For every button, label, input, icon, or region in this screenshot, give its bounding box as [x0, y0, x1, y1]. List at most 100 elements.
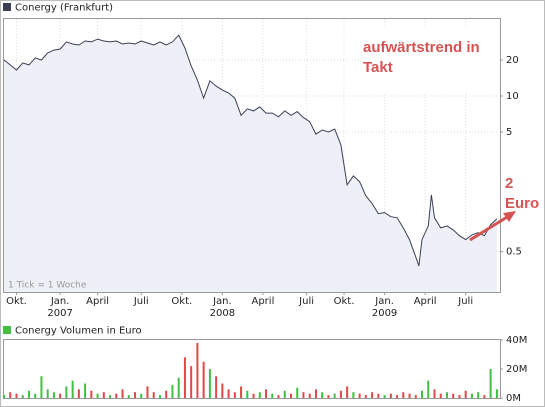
legend-swatch [3, 326, 11, 334]
volume-bar [445, 392, 448, 398]
volume-bar [258, 392, 261, 398]
note: 1 Tick = 1 Woche [8, 281, 87, 291]
volume-bar [196, 342, 199, 398]
y-tick-label: 20M [506, 364, 527, 375]
volume-bar [90, 390, 93, 398]
volume-bar [84, 383, 87, 398]
volume-bar [283, 390, 286, 398]
volume-bar [190, 366, 193, 398]
chart-title: Conergy (Frankfurt) [15, 3, 113, 14]
volume-bar [477, 392, 480, 398]
x-tick-label: Okt. [171, 296, 192, 307]
volume-bar [489, 369, 492, 398]
volume-bar [34, 393, 37, 398]
volume-bar [458, 395, 461, 398]
volume-bar [396, 395, 399, 398]
price-line [3, 34, 498, 267]
volume-bar [158, 395, 161, 398]
arrow-head [503, 211, 516, 222]
volume-bar [3, 395, 5, 398]
volume-bar [165, 390, 168, 398]
volume-bar [59, 393, 62, 398]
annotation-box [360, 28, 498, 94]
volume-bar [277, 395, 280, 398]
volume-bar [439, 393, 442, 398]
volume-bar [377, 393, 380, 398]
x-tick-label: Okt. [6, 296, 27, 307]
volume-bar [177, 377, 180, 398]
volume-bar [408, 393, 411, 398]
volume-bar [414, 395, 417, 398]
volume-bar [71, 380, 74, 398]
x-year-label: 2007 [47, 308, 72, 319]
volume-bar [352, 392, 355, 398]
plot-frame [3, 339, 501, 399]
volume-bar [121, 389, 124, 398]
volume-bar [227, 389, 230, 398]
volume-bar [202, 361, 205, 398]
volume-bar [271, 393, 274, 398]
x-tick-label: Jan. [212, 296, 232, 307]
volume-bar [171, 384, 174, 398]
volume-bar [470, 393, 473, 398]
area [4, 35, 497, 292]
annotation: 2 [505, 175, 513, 192]
volume-bar [21, 395, 24, 398]
x-tick-label: April [86, 296, 109, 307]
volume-bar [314, 389, 317, 398]
volume-bar [327, 395, 330, 398]
volume-bar [15, 393, 18, 398]
volume-bar [302, 392, 305, 398]
volume-bar [9, 392, 12, 398]
legend-swatch [3, 3, 11, 11]
x-tick-label: April [251, 296, 274, 307]
volume-bar [233, 392, 236, 398]
volume-bar [240, 386, 243, 398]
x-year-label: 2008 [210, 308, 235, 319]
x-tick-label: Juli [298, 296, 314, 307]
y-tick-label: 20 [506, 55, 519, 66]
x-year-label: 2009 [372, 308, 397, 319]
arrow [469, 212, 513, 242]
chart-title: Conergy Volumen in Euro [15, 326, 142, 337]
volume-bar [383, 395, 386, 398]
x-tick-label: Juli [133, 296, 149, 307]
volume-bar [52, 392, 55, 398]
x-tick-label: Jan. [50, 296, 70, 307]
volume-bar [265, 389, 268, 398]
volume-bar [40, 376, 43, 398]
y-tick-label: 0.5 [506, 247, 522, 258]
volume-bar [427, 380, 430, 398]
volume-bar [27, 390, 30, 398]
y-tick-label: 40M [506, 335, 527, 346]
volume-bar [389, 393, 392, 398]
volume-bar [452, 393, 455, 398]
volume-bar [65, 386, 68, 398]
y-tick-label: 0M [506, 393, 521, 404]
volume-bar [134, 392, 137, 398]
x-tick-label: April [414, 296, 437, 307]
volume-bar [109, 395, 112, 398]
volume-bar [358, 393, 361, 398]
volume-bar [364, 395, 367, 398]
x-tick-label: Jan. [374, 296, 394, 307]
volume-bar [433, 389, 436, 398]
volume-bar [483, 395, 486, 398]
volume-bar [321, 392, 324, 398]
volume-bar [127, 395, 130, 398]
volume-bar [115, 393, 118, 398]
x-tick-label: Juli [457, 296, 473, 307]
x-tick-label: Okt. [334, 296, 355, 307]
volume-bar [146, 386, 149, 398]
volume-bar [421, 390, 424, 398]
volume-bar [333, 393, 336, 398]
volume-bar [495, 389, 498, 398]
volume-bar [464, 390, 467, 398]
volume-bar [289, 393, 292, 398]
volume-bar [252, 393, 255, 398]
volume-bar [183, 357, 186, 398]
volume-bar [371, 392, 374, 398]
volume-bar [308, 393, 311, 398]
